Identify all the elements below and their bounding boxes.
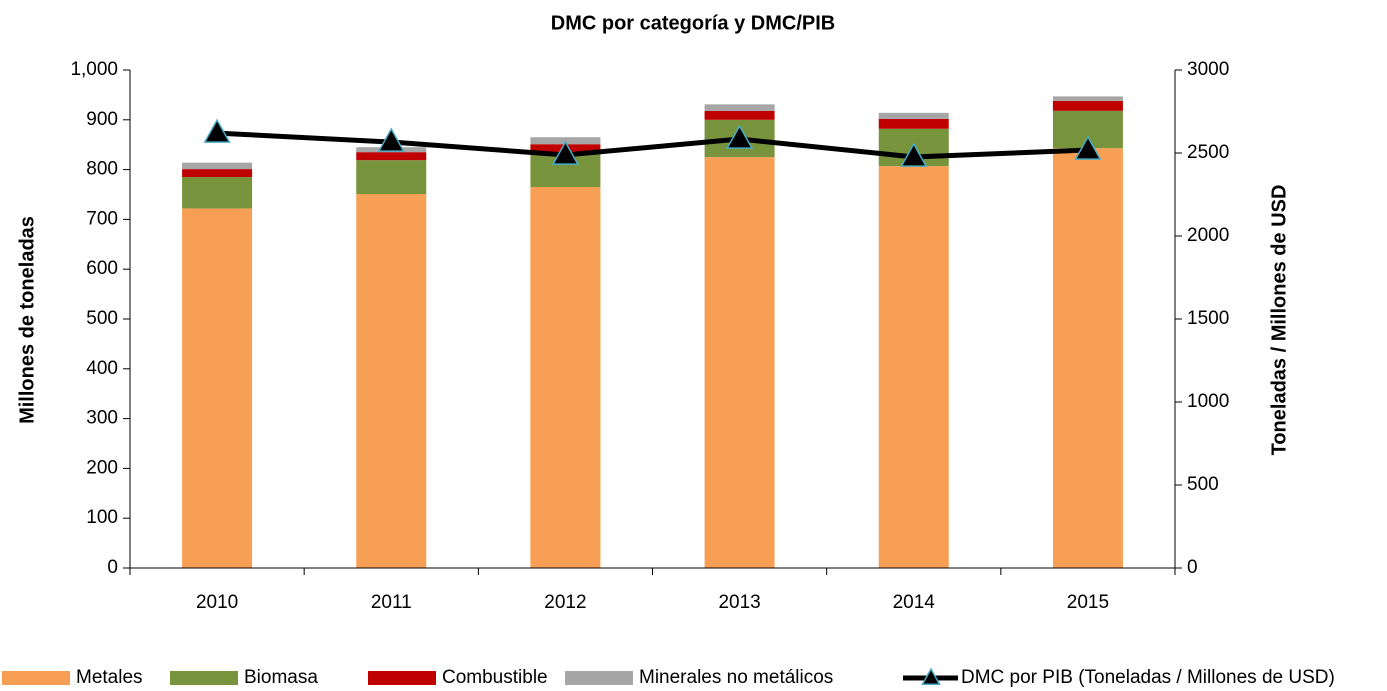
legend-swatch [2,671,70,685]
line [216,130,1089,160]
y-tick-label: 300 [86,408,118,429]
x-tick-label: 2010 [196,592,238,613]
bar-segment [530,187,601,568]
y2-tick-label: 2000 [1187,225,1229,246]
y-axis-label: Millones de toneladas [16,216,38,424]
y-tick-label: 1,000 [70,59,118,80]
line-marker [551,140,580,165]
y2-tick-label: 3000 [1187,59,1229,80]
bar-segment [704,157,775,568]
bar-segment [182,169,253,178]
y-tick-label: 500 [86,308,118,329]
y-tick-label: 800 [86,159,118,180]
y2-tick-label: 0 [1187,557,1198,578]
bar-segment [878,118,949,129]
y-tick-label: 200 [86,457,118,478]
line-marker [1074,135,1102,160]
bar-segment [356,152,427,161]
y-tick-label: 0 [107,557,118,578]
line-marker [377,127,405,152]
x-tick-label: 2012 [544,592,586,613]
x-tick-label: 2013 [718,592,760,613]
y2-tick-label: 2500 [1187,142,1229,163]
y-tick-label: 600 [86,258,118,279]
chart-title: DMC por categoría y DMC/PIB [551,12,835,34]
y-tick-label: 700 [86,208,118,229]
legend-label: Combustible [442,667,548,688]
bar-segment [704,110,775,120]
bar-segment [878,112,949,119]
line-marker [725,124,754,149]
legend-swatch [170,671,238,685]
legend-label: Minerales no metálicos [639,667,833,688]
bar-segment [704,104,775,111]
x-tick-label: 2014 [893,592,936,613]
bar-segment [1052,96,1123,101]
y2-tick-label: 500 [1187,474,1219,495]
y-tick-label: 400 [86,358,118,379]
bar-segment [356,194,427,568]
y-tick-label: 900 [86,109,118,130]
x-tick-label: 2011 [371,592,412,613]
bar-segment [1052,148,1123,568]
bar-segment [356,160,427,195]
line-marker [203,118,231,143]
x-tick-label: 2015 [1067,592,1109,613]
bar-segment [878,166,949,568]
bar-segment [182,208,253,568]
legend-label: Biomasa [244,667,318,688]
line-marker [900,142,928,167]
legend-label: DMC por PIB (Toneladas / Millones de USD… [961,667,1335,688]
y2-tick-label: 1500 [1187,308,1229,329]
legend-swatch [565,671,633,685]
legend-label: Metales [76,667,143,688]
bar-segment [182,162,253,170]
y2-axis-label: Toneladas / Millones de USD [1268,185,1290,456]
y-tick-label: 100 [86,507,118,528]
legend-swatch [368,671,436,685]
bar-segment [182,177,253,209]
bar-segment [1052,100,1123,111]
y2-tick-label: 1000 [1187,391,1229,412]
legend-marker [921,667,941,686]
